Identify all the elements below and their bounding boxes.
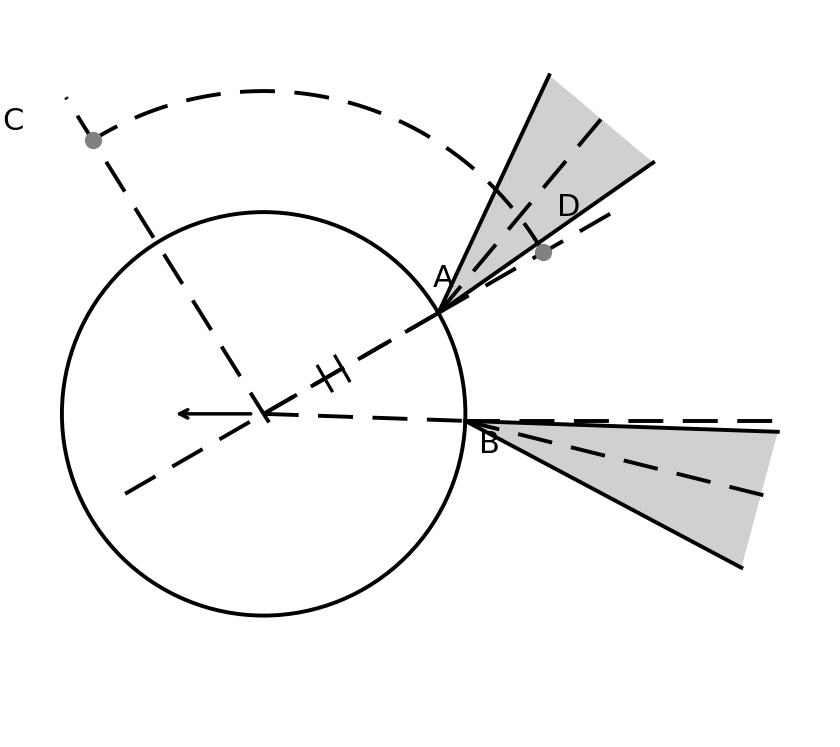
Polygon shape xyxy=(465,421,778,568)
Point xyxy=(86,134,99,146)
Polygon shape xyxy=(438,75,654,313)
Text: C: C xyxy=(2,107,24,136)
Text: D: D xyxy=(557,193,580,222)
Point xyxy=(537,247,550,258)
Text: A: A xyxy=(433,264,454,293)
Text: B: B xyxy=(480,430,501,459)
